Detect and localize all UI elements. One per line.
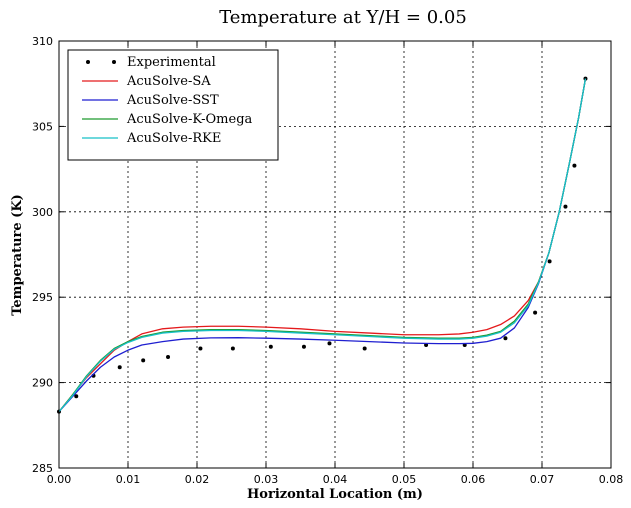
data-point: [572, 163, 577, 168]
legend-label: AcuSolve-RKE: [126, 131, 221, 146]
legend-marker: [86, 60, 90, 64]
legend-frame: [67, 49, 279, 161]
y-tick-label: 295: [32, 291, 53, 304]
series-layer: [57, 76, 588, 414]
legend-label: Experimental: [127, 55, 216, 70]
data-point: [583, 76, 588, 81]
data-point: [141, 358, 146, 363]
x-tick-label: 0.04: [323, 473, 348, 486]
x-axis-label: Horizontal Location (m): [247, 487, 423, 502]
x-tick-label: 0.01: [116, 473, 141, 486]
series-acusolve-rke: [58, 78, 587, 413]
data-point: [301, 344, 306, 349]
legend-marker: [112, 60, 116, 64]
legend-item-acusolve-sa: AcuSolve-SA: [82, 74, 211, 89]
legend: Experimental AcuSolve-SA AcuSolve-SST AcuSo…: [67, 49, 279, 161]
data-point: [268, 344, 273, 349]
legend-item-acusolve-k-omega: AcuSolve-K-Omega: [82, 112, 253, 127]
axis-ticks: 0.00 0.01 0.02 0.03 0.04 0.05 0.06 0.07 0.08 285 2…: [32, 35, 623, 486]
legend-label: AcuSolve-K-Omega: [126, 112, 253, 127]
grid: [59, 41, 611, 468]
legend-label: AcuSolve-SA: [126, 74, 211, 89]
data-point: [166, 354, 171, 359]
y-tick-label: 285: [32, 462, 53, 475]
data-point: [230, 346, 235, 351]
legend-item-experimental: Experimental: [86, 55, 216, 70]
y-tick-label: 300: [32, 206, 53, 219]
y-tick-label: 310: [32, 35, 53, 48]
legend-label: AcuSolve-SST: [126, 93, 219, 108]
x-tick-label: 0.03: [254, 473, 279, 486]
data-point: [563, 204, 568, 209]
data-point: [74, 394, 79, 399]
legend-item-acusolve-rke: AcuSolve-RKE: [82, 131, 221, 146]
data-point: [327, 341, 332, 346]
data-point: [198, 346, 203, 351]
series-line-acusolve-rke: [58, 78, 587, 413]
data-point: [362, 346, 367, 351]
y-tick-label: 290: [32, 377, 53, 390]
x-tick-label: 0.06: [461, 473, 486, 486]
x-tick-label: 0.07: [530, 473, 555, 486]
y-tick-label: 305: [32, 120, 53, 133]
data-point: [547, 259, 552, 264]
legend-items: Experimental AcuSolve-SA AcuSolve-SST AcuSo…: [82, 55, 253, 146]
chart-title: Temperature at Y/H = 0.05: [219, 7, 467, 28]
data-point: [533, 310, 538, 315]
x-tick-label: 0.02: [185, 473, 210, 486]
x-tick-label: 0.05: [392, 473, 417, 486]
x-tick-label: 0.08: [599, 473, 624, 486]
data-point: [503, 336, 508, 341]
y-axis-label: Temperature (K): [10, 194, 25, 316]
data-point: [117, 365, 122, 370]
x-tick-label: 0.00: [47, 473, 72, 486]
legend-item-acusolve-sst: AcuSolve-SST: [82, 93, 219, 108]
